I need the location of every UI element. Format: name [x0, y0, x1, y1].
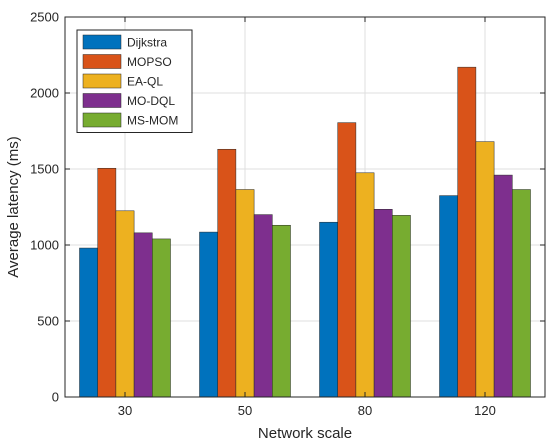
y-tick-label: 2000	[30, 86, 59, 101]
y-tick-label: 0	[52, 390, 59, 405]
bar-ms-mom-30	[152, 238, 171, 398]
bar-ms-mom-50	[272, 224, 291, 398]
y-tick-label: 2500	[30, 10, 59, 25]
x-tick-label: 30	[118, 403, 132, 418]
bar-mo-dql-80	[373, 209, 393, 398]
plot-frame	[64, 16, 546, 398]
bar-ea-ql-120	[475, 141, 495, 398]
y-axis-ticks: 0 500 1000 1500 2000 2500	[30, 10, 545, 405]
bars	[79, 66, 531, 398]
legend-swatch	[82, 73, 122, 89]
y-tick-label: 500	[37, 314, 59, 329]
bar-mo-dql-120	[493, 174, 513, 398]
legend-swatch	[82, 112, 122, 128]
bar-ms-mom-80	[392, 215, 411, 398]
legend-swatch	[82, 54, 122, 69]
bar-dijkstra-30	[79, 247, 98, 398]
bar-mopso-80	[337, 122, 357, 398]
y-tick-label: 1000	[30, 238, 59, 253]
x-axis-title: Network scale	[258, 425, 352, 442]
x-tick-label: 50	[238, 403, 252, 418]
bar-mo-dql-50	[253, 214, 273, 398]
x-axis-ticks: 30 50 80 120	[118, 17, 496, 418]
bar-ea-ql-50	[235, 189, 255, 398]
legend-label: Dijkstra	[127, 36, 167, 50]
bar-ea-ql-30	[115, 210, 135, 398]
bar-ea-ql-80	[355, 172, 375, 398]
y-tick-label: 1500	[30, 162, 59, 177]
bar-dijkstra-120	[439, 195, 458, 398]
legend-label: MOPSO	[127, 55, 172, 69]
bar-dijkstra-80	[319, 221, 338, 398]
bar-mopso-30	[97, 167, 117, 398]
legend-swatch	[82, 34, 122, 50]
legend-swatch	[82, 93, 122, 108]
bar-mopso-50	[217, 148, 237, 398]
legend-label: MS-MOM	[127, 114, 178, 128]
y-axis-title: Average latency (ms)	[5, 136, 22, 277]
bar-ms-mom-120	[512, 189, 531, 398]
legend: Dijkstra MOPSO EA-QL MO-DQL MS-MOM	[76, 29, 193, 133]
bar-dijkstra-50	[199, 231, 218, 398]
legend-label: EA-QL	[127, 75, 163, 89]
bar-mo-dql-30	[133, 232, 153, 398]
x-tick-label: 80	[358, 403, 372, 418]
x-tick-label: 120	[474, 403, 496, 418]
legend-label: MO-DQL	[127, 94, 175, 108]
bar-mopso-120	[457, 66, 477, 398]
